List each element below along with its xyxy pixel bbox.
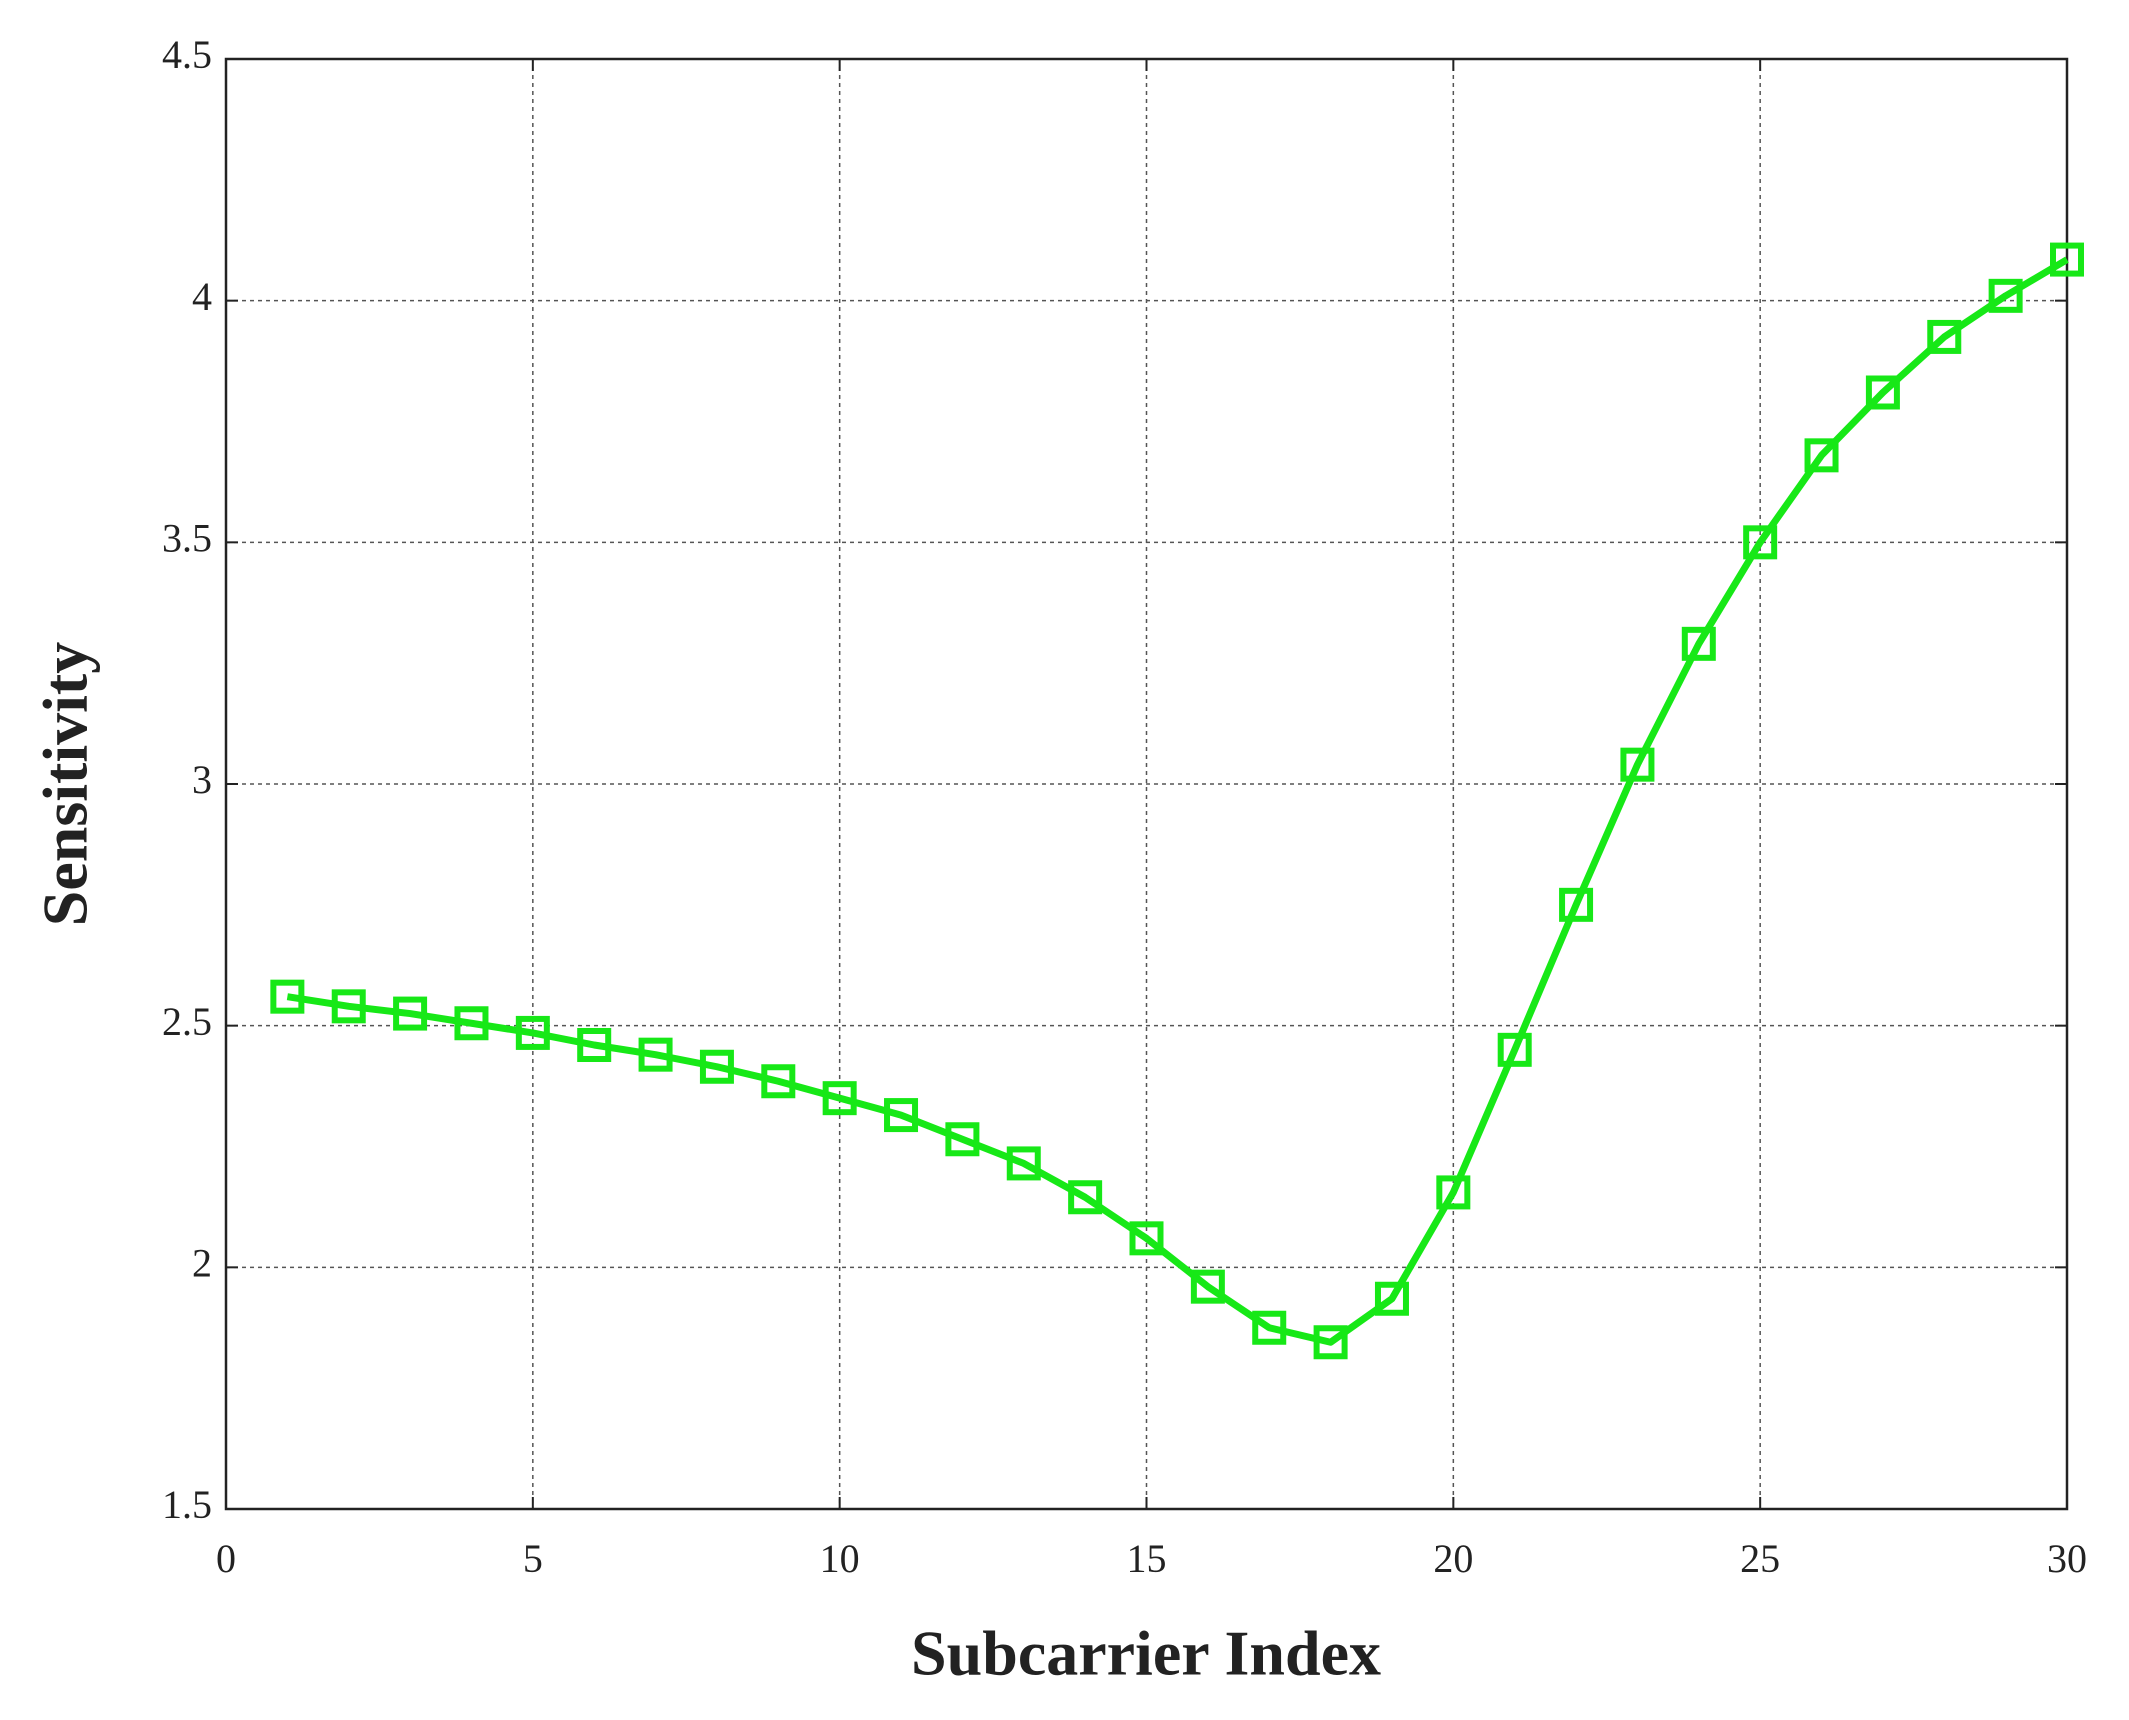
data-point <box>393 996 428 1031</box>
plot-frame <box>224 57 2069 1511</box>
data-point <box>1006 1146 1041 1181</box>
data-point <box>1865 375 1900 410</box>
data-point <box>1559 887 1594 922</box>
data-point <box>1620 747 1655 782</box>
x-tick-label: 5 <box>523 1536 543 1581</box>
data-point <box>577 1028 612 1062</box>
data-point <box>1927 319 1962 354</box>
data-point <box>1743 525 1778 560</box>
y-tick-label: 3.5 <box>162 516 212 561</box>
data-point <box>699 1049 734 1084</box>
data-point <box>945 1122 980 1157</box>
data-point <box>1988 278 2023 313</box>
data-point <box>454 1006 489 1041</box>
y-tick-label: 2.5 <box>162 999 212 1044</box>
data-point <box>270 979 305 1014</box>
x-tick-label: 25 <box>1740 1536 1780 1581</box>
data-point <box>515 1015 550 1050</box>
x-axis-label: Subcarrier Index <box>911 1618 1381 1689</box>
data-point <box>1068 1180 1103 1215</box>
data-point <box>638 1037 673 1072</box>
data-point <box>1313 1325 1348 1360</box>
data-point <box>1129 1221 1164 1256</box>
data-point <box>822 1081 857 1116</box>
x-tick-label: 15 <box>1127 1536 1167 1581</box>
data-point <box>1374 1281 1409 1316</box>
x-tick-label: 20 <box>1433 1536 1473 1581</box>
y-tick-label: 4 <box>192 274 212 319</box>
data-point <box>1681 626 1716 661</box>
data-line <box>286 256 2069 1346</box>
data-point <box>1804 438 1839 473</box>
x-tick-label: 0 <box>216 1536 236 1581</box>
y-tick-label: 2 <box>192 1241 212 1286</box>
y-tick-label: 4.5 <box>162 32 212 77</box>
y-tick-label: 3 <box>192 757 212 802</box>
x-tick-label: 30 <box>2047 1536 2087 1581</box>
data-point <box>1252 1310 1287 1345</box>
x-tick-label: 10 <box>820 1536 860 1581</box>
data-point <box>1497 1032 1532 1067</box>
y-axis-label: Sensitivity <box>30 642 101 926</box>
data-point <box>1190 1269 1225 1304</box>
data-point <box>761 1064 796 1099</box>
data-point <box>1436 1175 1471 1210</box>
data-point <box>2050 242 2084 277</box>
data-point <box>884 1098 919 1133</box>
data-point <box>331 989 366 1024</box>
y-tick-label: 1.5 <box>162 1482 212 1527</box>
